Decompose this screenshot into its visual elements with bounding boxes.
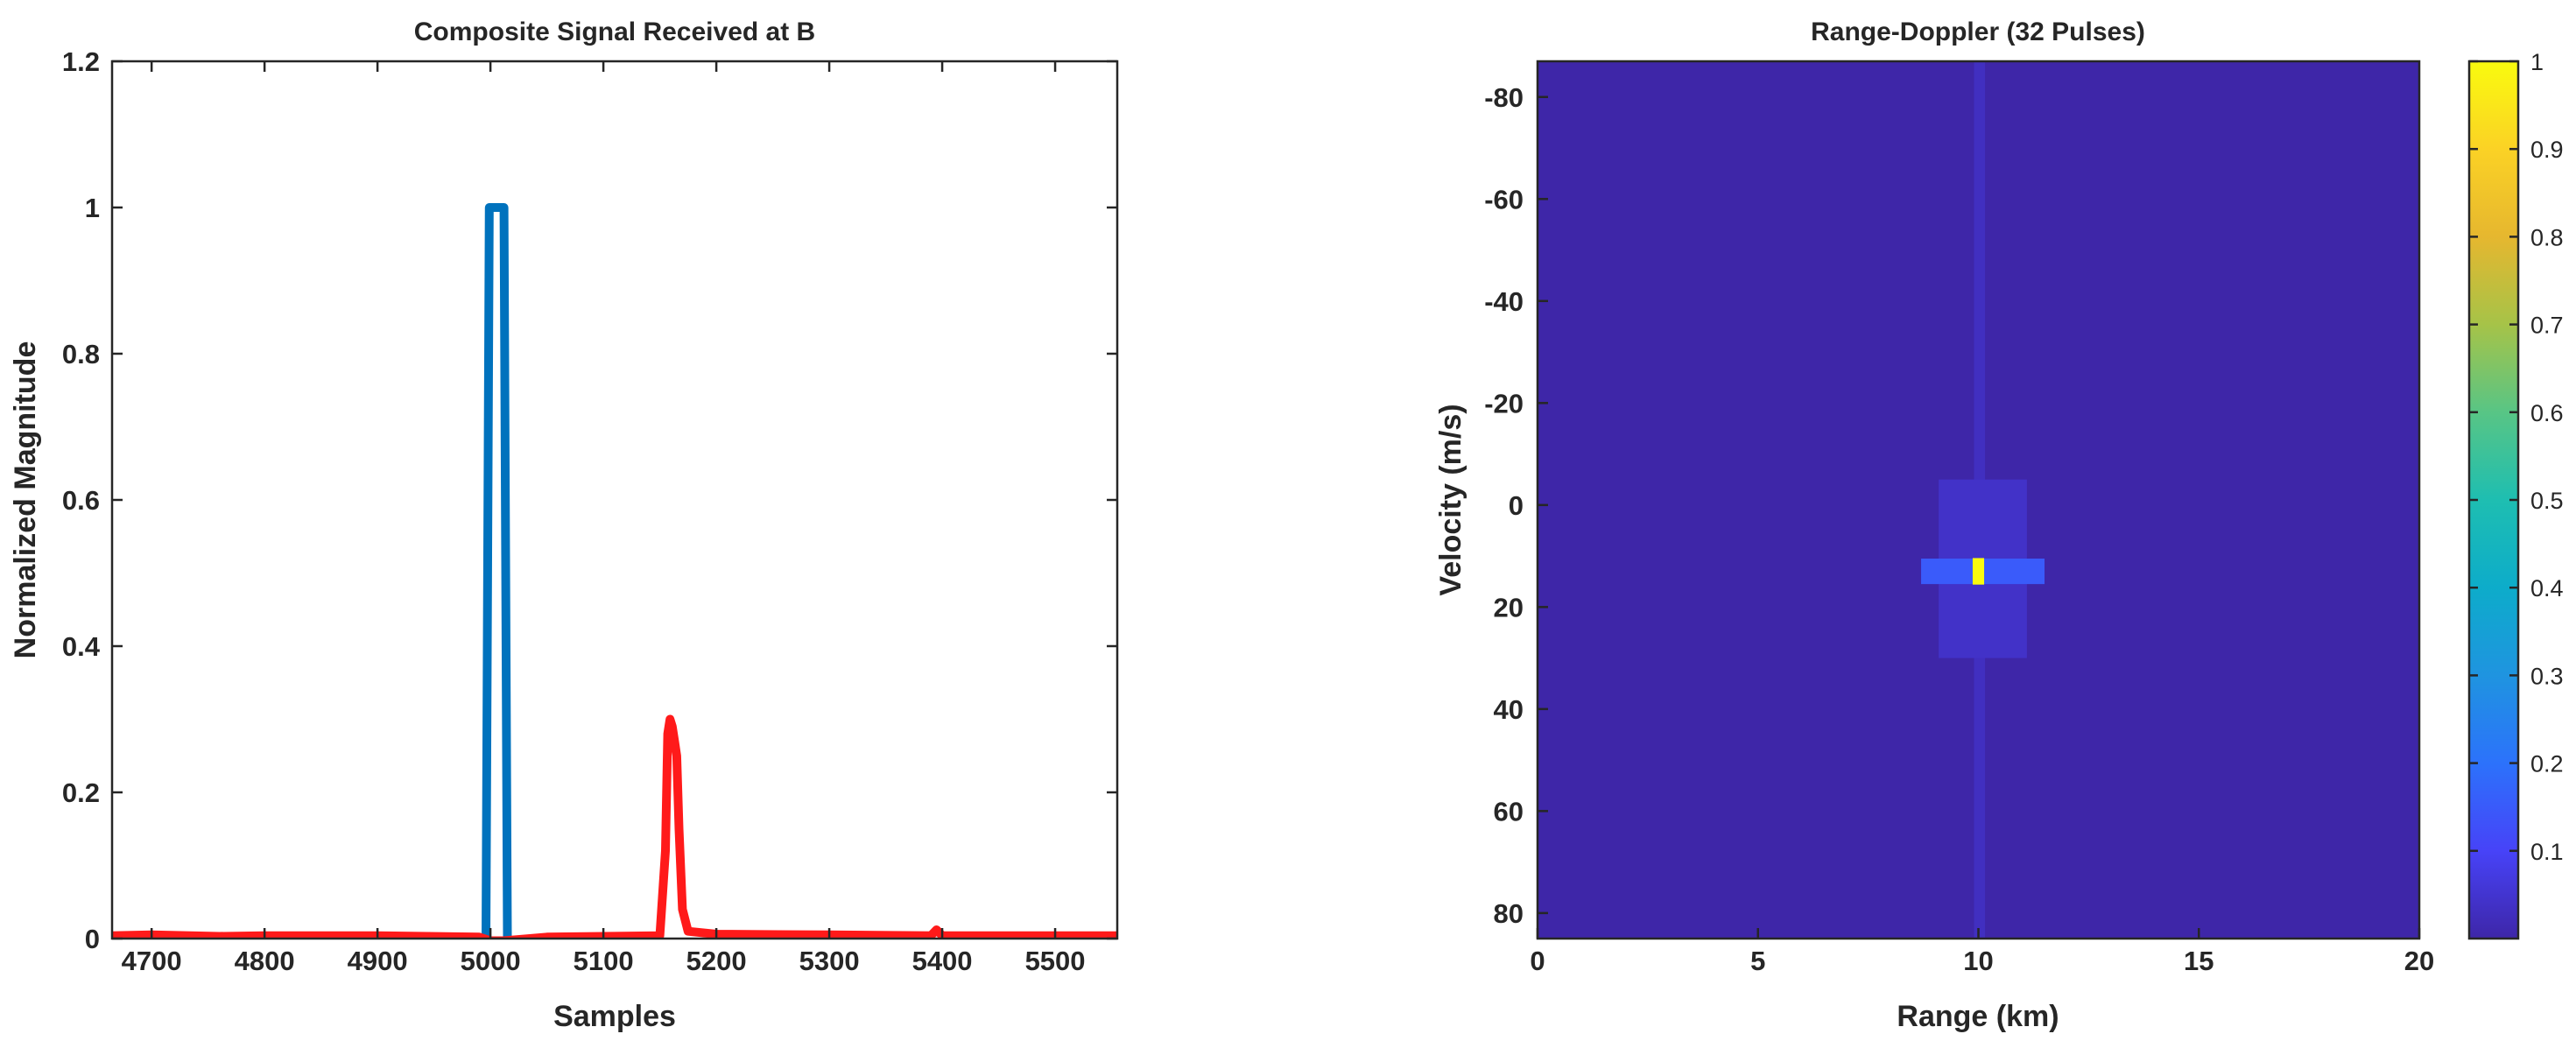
plot-axes-box xyxy=(110,60,1119,940)
x-tick-label: 10 xyxy=(1963,946,1993,976)
heatmap-image xyxy=(1538,61,2419,939)
x-axis-label: Range (km) xyxy=(1897,1000,2059,1033)
y-tick-label: 1.2 xyxy=(62,46,100,77)
y-tick-label: 0.6 xyxy=(62,485,100,516)
y-tick-label: 0.2 xyxy=(62,777,100,808)
y-tick-label: 0 xyxy=(1509,490,1524,521)
colorbar: 0.1 0.2 0.3 0.4 0.5 0.6 0.7 0.8 0.9 1 xyxy=(2467,49,2564,940)
x-tick-label: 20 xyxy=(2404,946,2434,976)
target-peak-cell xyxy=(1972,558,1985,585)
colorbar-tick-label: 0.2 xyxy=(2530,751,2564,777)
x-tick-label: 5500 xyxy=(1025,946,1086,976)
colorbar-tick-label: 0.4 xyxy=(2530,575,2564,601)
x-tick-label: 5000 xyxy=(461,946,521,976)
x-tick-label: 4700 xyxy=(122,946,182,976)
y-tick-label: 1 xyxy=(85,193,100,223)
y-axis-label: Normalized Magnitude xyxy=(9,341,42,659)
y-tick-label: -80 xyxy=(1484,82,1524,113)
series-line-1 xyxy=(482,203,512,939)
chart-title: Composite Signal Received at B xyxy=(414,18,815,46)
colorbar-tick-label: 0.5 xyxy=(2530,488,2564,514)
composite-signal-chart: Composite Signal Received at B 4700 4800 4… xyxy=(9,18,1119,1033)
x-axis-ticks: 0 5 10 15 20 xyxy=(1530,928,2434,976)
colorbar-ticks: 0.1 0.2 0.3 0.4 0.5 0.6 0.7 0.8 0.9 1 xyxy=(2469,49,2564,865)
x-tick-label: 5100 xyxy=(574,946,634,976)
y-axis-label: Velocity (m/s) xyxy=(1434,404,1467,595)
x-tick-label: 15 xyxy=(2184,946,2214,976)
colorbar-tick-label: 0.7 xyxy=(2530,313,2564,339)
chart-title: Range-Doppler (32 Pulses) xyxy=(1811,18,2145,46)
x-tick-label: 4900 xyxy=(348,946,408,976)
x-axis-ticks: 4700 4800 4900 5000 5100 5200 5300 5400 5500 xyxy=(122,61,1086,976)
series-line-2 xyxy=(112,714,1117,939)
y-tick-label: 80 xyxy=(1494,898,1524,929)
y-tick-label: 0 xyxy=(85,924,100,954)
y-tick-label: 60 xyxy=(1494,796,1524,826)
y-tick-label: -40 xyxy=(1484,286,1524,317)
x-tick-label: 5300 xyxy=(799,946,860,976)
x-tick-label: 5 xyxy=(1750,946,1765,976)
y-tick-label: -60 xyxy=(1484,184,1524,215)
y-tick-label: 0.8 xyxy=(62,339,100,369)
x-tick-label: 5400 xyxy=(912,946,973,976)
x-tick-label: 5200 xyxy=(686,946,747,976)
colorbar-tick-label: 0.8 xyxy=(2530,224,2564,250)
colorbar-tick-label: 0.9 xyxy=(2530,137,2564,163)
plot-series xyxy=(112,203,1117,939)
x-tick-label: 4800 xyxy=(235,946,295,976)
y-tick-label: 0.4 xyxy=(62,631,101,662)
colorbar-tick-label: 0.6 xyxy=(2530,400,2564,426)
x-axis-label: Samples xyxy=(553,1000,676,1033)
range-doppler-chart: Range-Doppler (32 Pulses) 0 5 10 15 20 -80-6… xyxy=(1434,18,2564,1033)
y-tick-label: -20 xyxy=(1484,388,1524,418)
y-axis-ticks: -80 -60 -40 -20 0 20 40 60 80 xyxy=(1484,82,1548,929)
y-axis-ticks: 0 0.2 0.4 0.6 0.8 1 1.2 xyxy=(62,46,1117,954)
y-tick-label: 20 xyxy=(1494,592,1524,622)
colorbar-tick-label: 0.3 xyxy=(2530,663,2564,689)
colorbar-tick-label: 0.1 xyxy=(2530,839,2564,865)
y-tick-label: 40 xyxy=(1494,694,1524,725)
colorbar-tick-label: 1 xyxy=(2530,49,2544,75)
x-tick-label: 0 xyxy=(1530,946,1545,976)
